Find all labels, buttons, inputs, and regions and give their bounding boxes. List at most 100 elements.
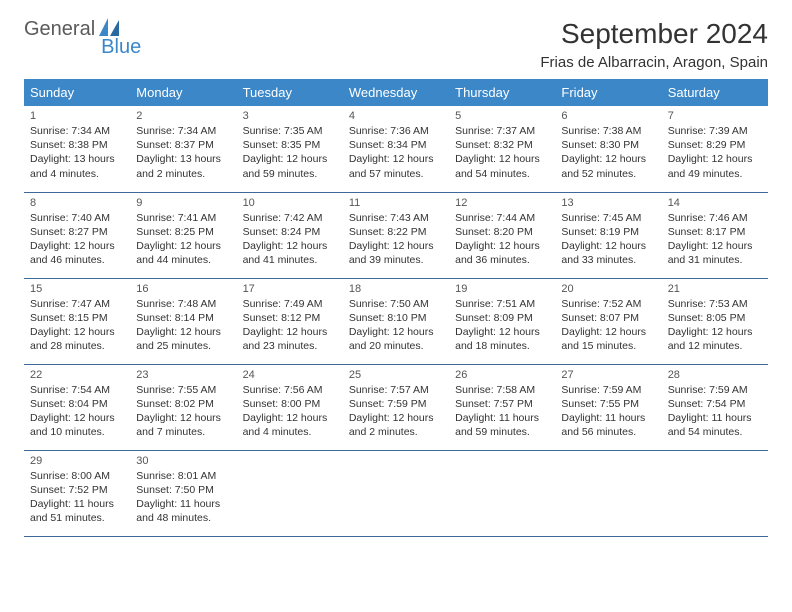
- day-number: 12: [455, 197, 549, 209]
- day-number: 18: [349, 283, 443, 295]
- calendar-day-cell: 8Sunrise: 7:40 AMSunset: 8:27 PMDaylight…: [24, 192, 130, 278]
- day-info-line: and 7 minutes.: [136, 425, 230, 439]
- day-info-line: and 2 minutes.: [136, 167, 230, 181]
- day-info-line: Daylight: 12 hours: [136, 411, 230, 425]
- day-number: 6: [561, 110, 655, 122]
- calendar-day-cell: [449, 450, 555, 536]
- day-info-line: Sunset: 8:05 PM: [668, 311, 762, 325]
- day-info-line: and 18 minutes.: [455, 339, 549, 353]
- weekday-header-row: Sunday Monday Tuesday Wednesday Thursday…: [24, 79, 768, 106]
- calendar-day-cell: 21Sunrise: 7:53 AMSunset: 8:05 PMDayligh…: [662, 278, 768, 364]
- calendar-day-cell: 4Sunrise: 7:36 AMSunset: 8:34 PMDaylight…: [343, 106, 449, 192]
- day-info-line: and 31 minutes.: [668, 253, 762, 267]
- day-info-line: Sunset: 8:38 PM: [30, 138, 124, 152]
- day-info-line: and 4 minutes.: [30, 167, 124, 181]
- calendar-week-row: 22Sunrise: 7:54 AMSunset: 8:04 PMDayligh…: [24, 364, 768, 450]
- calendar-day-cell: 22Sunrise: 7:54 AMSunset: 8:04 PMDayligh…: [24, 364, 130, 450]
- day-info-line: and 54 minutes.: [455, 167, 549, 181]
- day-info-line: and 44 minutes.: [136, 253, 230, 267]
- day-info-line: Sunrise: 7:52 AM: [561, 297, 655, 311]
- day-number: 10: [243, 197, 337, 209]
- day-number: 26: [455, 369, 549, 381]
- day-info-line: Sunrise: 7:47 AM: [30, 297, 124, 311]
- weekday-header: Thursday: [449, 79, 555, 106]
- calendar-week-row: 1Sunrise: 7:34 AMSunset: 8:38 PMDaylight…: [24, 106, 768, 192]
- day-info-line: Sunrise: 7:43 AM: [349, 211, 443, 225]
- day-info-line: Sunrise: 7:58 AM: [455, 383, 549, 397]
- day-info-line: Sunset: 8:10 PM: [349, 311, 443, 325]
- day-info-line: Daylight: 12 hours: [136, 325, 230, 339]
- calendar-table: Sunday Monday Tuesday Wednesday Thursday…: [24, 79, 768, 537]
- day-info-line: Daylight: 12 hours: [30, 239, 124, 253]
- day-info-line: Sunset: 8:25 PM: [136, 225, 230, 239]
- day-number: 1: [30, 110, 124, 122]
- day-info-line: Daylight: 13 hours: [30, 152, 124, 166]
- day-info-line: and 20 minutes.: [349, 339, 443, 353]
- day-info-line: Daylight: 12 hours: [349, 325, 443, 339]
- day-info-line: Sunset: 8:00 PM: [243, 397, 337, 411]
- day-info-line: Daylight: 13 hours: [136, 152, 230, 166]
- day-info-line: Daylight: 12 hours: [668, 239, 762, 253]
- day-info-line: Sunrise: 7:54 AM: [30, 383, 124, 397]
- day-info-line: Sunset: 8:15 PM: [30, 311, 124, 325]
- day-info-line: Sunset: 8:32 PM: [455, 138, 549, 152]
- calendar-day-cell: 17Sunrise: 7:49 AMSunset: 8:12 PMDayligh…: [237, 278, 343, 364]
- day-number: 28: [668, 369, 762, 381]
- day-info-line: Daylight: 12 hours: [349, 152, 443, 166]
- day-number: 17: [243, 283, 337, 295]
- day-info-line: Sunrise: 7:45 AM: [561, 211, 655, 225]
- day-info-line: Sunset: 8:34 PM: [349, 138, 443, 152]
- calendar-day-cell: 19Sunrise: 7:51 AMSunset: 8:09 PMDayligh…: [449, 278, 555, 364]
- day-info-line: and 2 minutes.: [349, 425, 443, 439]
- day-info-line: Sunrise: 7:40 AM: [30, 211, 124, 225]
- day-info-line: Sunset: 7:59 PM: [349, 397, 443, 411]
- day-info-line: Daylight: 12 hours: [668, 152, 762, 166]
- day-number: 16: [136, 283, 230, 295]
- day-number: 29: [30, 455, 124, 467]
- day-info-line: Daylight: 11 hours: [136, 497, 230, 511]
- day-info-line: Daylight: 11 hours: [561, 411, 655, 425]
- weekday-header: Friday: [555, 79, 661, 106]
- day-number: 3: [243, 110, 337, 122]
- day-info-line: and 51 minutes.: [30, 511, 124, 525]
- calendar-day-cell: 1 Sunrise: 7:34 AMSunset: 8:38 PMDaylight…: [24, 106, 130, 192]
- day-info-line: Sunrise: 7:48 AM: [136, 297, 230, 311]
- day-info-line: Sunrise: 7:34 AM: [30, 124, 124, 138]
- calendar-day-cell: 29Sunrise: 8:00 AMSunset: 7:52 PMDayligh…: [24, 450, 130, 536]
- day-info-line: Daylight: 12 hours: [136, 239, 230, 253]
- day-info-line: Sunset: 8:14 PM: [136, 311, 230, 325]
- day-number: 24: [243, 369, 337, 381]
- calendar-day-cell: 23Sunrise: 7:55 AMSunset: 8:02 PMDayligh…: [130, 364, 236, 450]
- calendar-day-cell: 2Sunrise: 7:34 AMSunset: 8:37 PMDaylight…: [130, 106, 236, 192]
- day-info-line: Daylight: 11 hours: [668, 411, 762, 425]
- day-info-line: Sunset: 8:30 PM: [561, 138, 655, 152]
- day-info-line: and 48 minutes.: [136, 511, 230, 525]
- day-info-line: Sunrise: 7:51 AM: [455, 297, 549, 311]
- day-info-line: Daylight: 12 hours: [243, 411, 337, 425]
- calendar-day-cell: 27Sunrise: 7:59 AMSunset: 7:55 PMDayligh…: [555, 364, 661, 450]
- day-info-line: Daylight: 12 hours: [455, 325, 549, 339]
- day-info-line: and 59 minutes.: [243, 167, 337, 181]
- day-info-line: Sunrise: 7:50 AM: [349, 297, 443, 311]
- day-info-line: Sunrise: 7:37 AM: [455, 124, 549, 138]
- day-info-line: Sunset: 8:04 PM: [30, 397, 124, 411]
- calendar-day-cell: 26Sunrise: 7:58 AMSunset: 7:57 PMDayligh…: [449, 364, 555, 450]
- day-number: 9: [136, 197, 230, 209]
- day-info-line: Daylight: 12 hours: [668, 325, 762, 339]
- day-info-line: Sunrise: 8:01 AM: [136, 469, 230, 483]
- weekday-header: Sunday: [24, 79, 130, 106]
- day-number: 27: [561, 369, 655, 381]
- calendar-week-row: 15Sunrise: 7:47 AMSunset: 8:15 PMDayligh…: [24, 278, 768, 364]
- calendar-day-cell: [237, 450, 343, 536]
- day-info-line: and 56 minutes.: [561, 425, 655, 439]
- logo: General Blue: [24, 18, 163, 41]
- day-info-line: Daylight: 12 hours: [30, 325, 124, 339]
- weekday-header: Saturday: [662, 79, 768, 106]
- day-info-line: and 4 minutes.: [243, 425, 337, 439]
- day-info-line: Sunset: 7:57 PM: [455, 397, 549, 411]
- day-number: 25: [349, 369, 443, 381]
- calendar-day-cell: 15Sunrise: 7:47 AMSunset: 8:15 PMDayligh…: [24, 278, 130, 364]
- day-info-line: Sunrise: 7:41 AM: [136, 211, 230, 225]
- day-number: 23: [136, 369, 230, 381]
- day-info-line: Sunrise: 7:57 AM: [349, 383, 443, 397]
